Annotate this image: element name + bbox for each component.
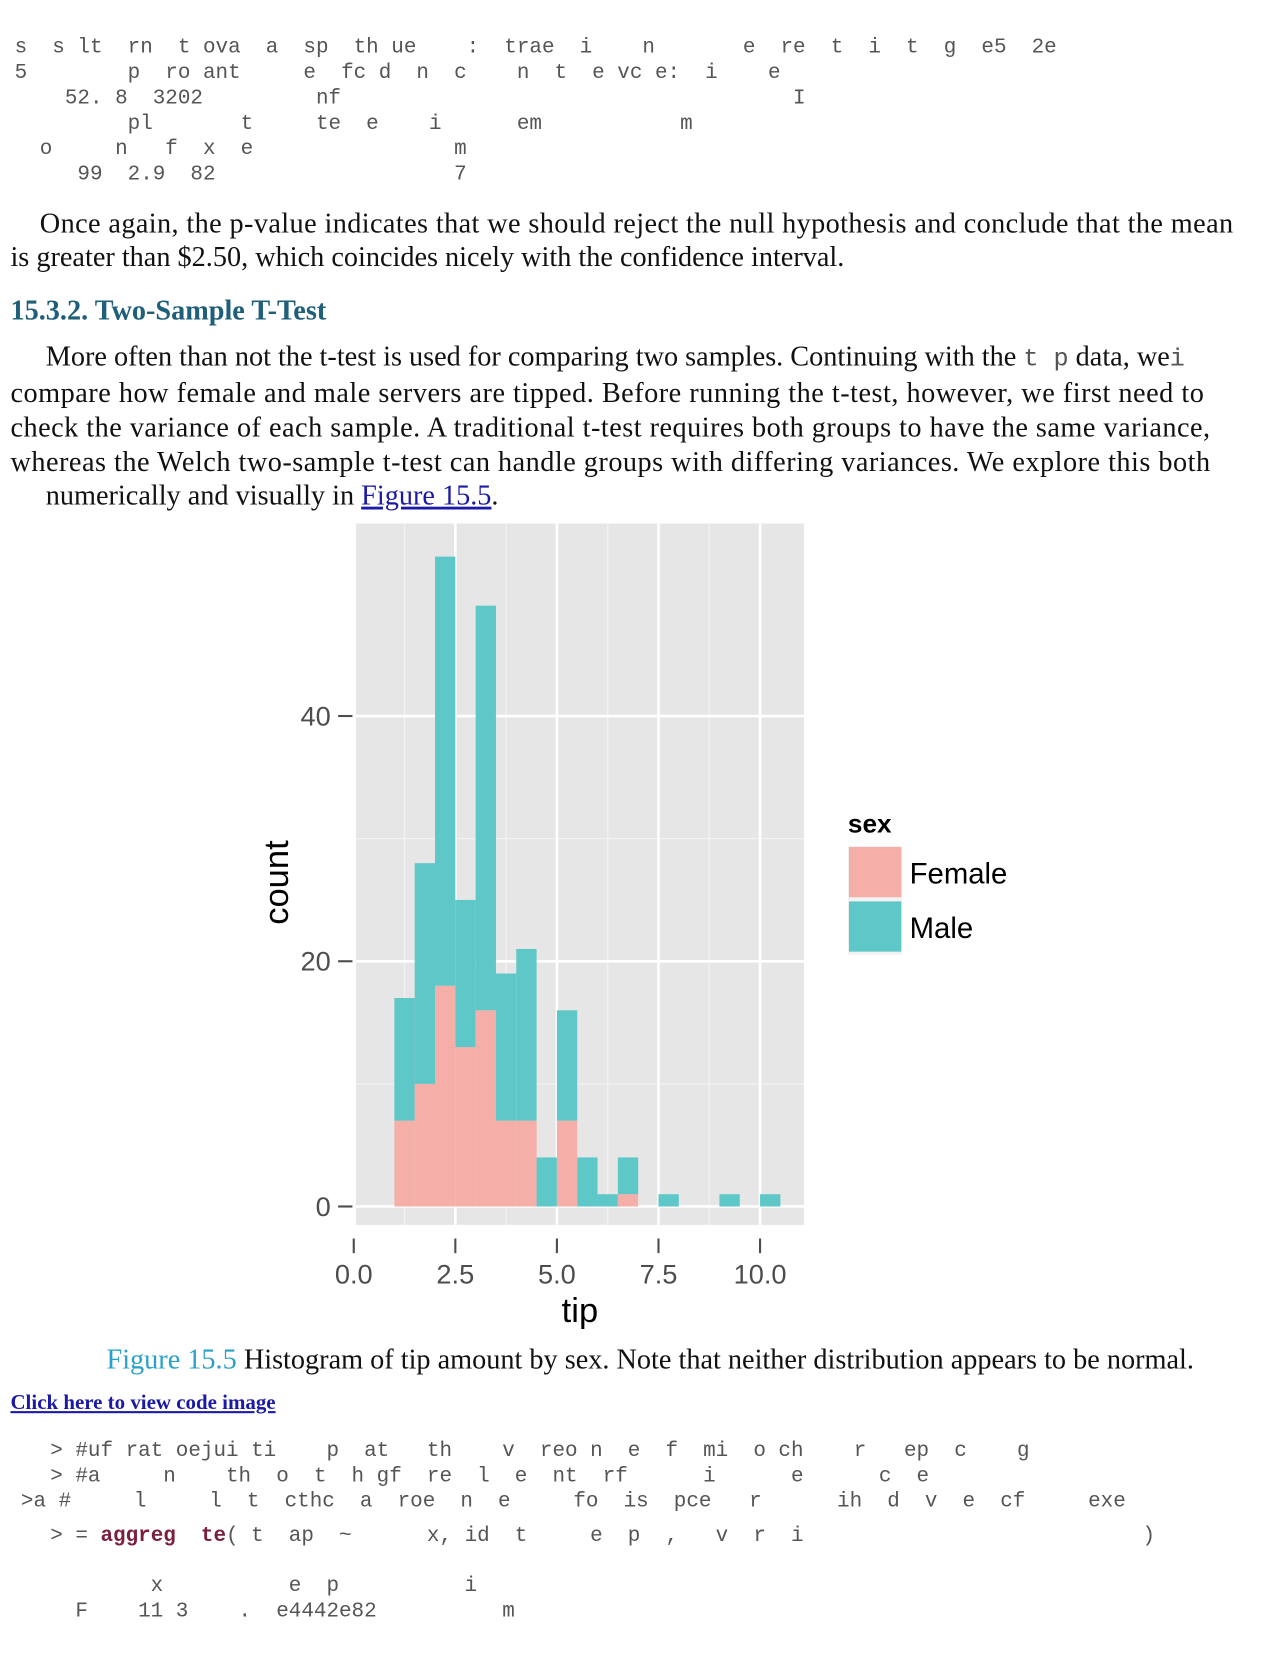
inline-code: i <box>1170 344 1185 373</box>
code-line: o n f x e m <box>15 138 467 161</box>
code-link[interactable]: Click here to view code image <box>10 1390 275 1414</box>
code-line: pl t te e i em m <box>15 113 693 136</box>
x-tick-label: 7.5 <box>640 1258 678 1289</box>
code-token: aggreg te <box>100 1525 226 1548</box>
code-line: F 11 3 . e4442e82 m <box>50 1600 515 1623</box>
figure-caption: Figure 15.5 Histogram of tip amount by s… <box>71 1344 1215 1375</box>
inline-code: t p <box>1023 344 1068 373</box>
text: . <box>491 481 498 512</box>
code-line: 52. 8 3202 nf I <box>15 87 806 110</box>
legend-title: sex <box>848 808 892 838</box>
paragraph-line: Once again, the p-value indicates that w… <box>40 209 1233 240</box>
histogram-bar <box>455 899 476 1048</box>
code-block: > #uf rat oejui ti p at th v reo n e f m… <box>21 1440 1275 1623</box>
histogram-bar <box>760 1194 781 1207</box>
code-line: 99 2.9 82 7 <box>15 164 467 187</box>
y-tick-label: 20 <box>301 946 331 977</box>
histogram-bar <box>455 1047 476 1207</box>
histogram-bar <box>414 863 436 1084</box>
y-axis-title: count <box>258 840 296 925</box>
x-axis-title: tip <box>562 1292 598 1330</box>
paragraph-line: More often than not the t-test is used f… <box>10 341 1206 373</box>
histogram-bar <box>556 1120 578 1207</box>
histogram-bar <box>577 1157 598 1207</box>
x-tick-label: 5.0 <box>538 1258 576 1289</box>
histogram-bar <box>597 1194 618 1207</box>
code-token: ( t ap ~ x, id t e p , v r i ) <box>226 1525 1155 1548</box>
histogram-bar <box>414 1083 436 1207</box>
histogram-bar <box>536 1157 557 1207</box>
histogram-bar <box>516 1120 537 1207</box>
legend-label: Female <box>910 858 1008 891</box>
legend-key <box>848 901 902 952</box>
code-line: 5 p ro ant e fc d n c n t e vc e: i e <box>15 62 781 85</box>
histogram-bar <box>495 1120 517 1207</box>
paragraph-line: numerically and visually in Figure 15.5. <box>10 481 519 512</box>
histogram-bar <box>394 998 415 1121</box>
text: data, we <box>1069 341 1170 372</box>
text: numerically and visually in <box>46 481 361 512</box>
histogram-bar <box>475 605 496 1011</box>
histogram-bar <box>617 1194 639 1207</box>
code-line: > #uf rat oejui ti p at th v reo n e f m… <box>50 1440 1029 1463</box>
histogram-bar <box>516 948 537 1121</box>
section-heading: 15.3.2. Two-Sample T-Test <box>10 295 326 326</box>
figure-link[interactable]: Figure 15.5 <box>361 481 491 512</box>
histogram-bar <box>495 973 517 1121</box>
code-line: x e p i <box>50 1575 477 1598</box>
histogram-bar <box>435 985 456 1207</box>
caption-label: Figure 15.5 <box>106 1344 236 1375</box>
paragraph-line: compare how female and male servers are … <box>10 378 1203 409</box>
histogram-bar <box>719 1194 740 1207</box>
paragraph-line: whereas the Welch two-sample t-test can … <box>10 447 1210 478</box>
histogram-bar <box>435 556 456 986</box>
histogram-bar <box>617 1157 639 1195</box>
caption-text: Histogram of tip amount by sex. Note tha… <box>237 1344 1194 1375</box>
code-line: >a # l l t cthc a roe n e fo is pce r ih… <box>21 1490 1275 1513</box>
legend-label: Male <box>910 912 974 945</box>
histogram-bar <box>658 1194 679 1207</box>
code-token: > = <box>50 1525 100 1548</box>
code-line: s s lt rn t ova a sp th ue : trae i n e … <box>15 36 1057 59</box>
code-block: s s lt rn t ova a sp th ue : trae i n e … <box>15 36 1057 186</box>
text: More often than not the t-test is used f… <box>46 341 1024 372</box>
paragraph-line: is greater than $2.50, which coincides n… <box>10 242 844 273</box>
legend-key <box>848 846 902 898</box>
paragraph-line: check the variance of each sample. A tra… <box>10 413 1210 444</box>
histogram-chart: 0 20 40 0.0 2.5 5.0 7.5 10.0 count tip sex Female Ma… <box>258 523 1008 1330</box>
histogram-bar <box>394 1120 415 1207</box>
code-line: > = aggreg te( t ap ~ x, id t e p , v r … <box>50 1525 1155 1548</box>
y-tick-label: 40 <box>301 700 331 731</box>
x-tick-label: 10.0 <box>734 1258 787 1289</box>
code-line: > #a n th o t h gf re l e nt rf i e c e <box>50 1465 929 1488</box>
histogram-bar <box>475 1010 496 1207</box>
y-tick-label: 0 <box>316 1191 331 1222</box>
x-tick-label: 0.0 <box>335 1258 373 1289</box>
x-tick-label: 2.5 <box>436 1258 474 1289</box>
histogram-bar <box>556 1010 578 1121</box>
